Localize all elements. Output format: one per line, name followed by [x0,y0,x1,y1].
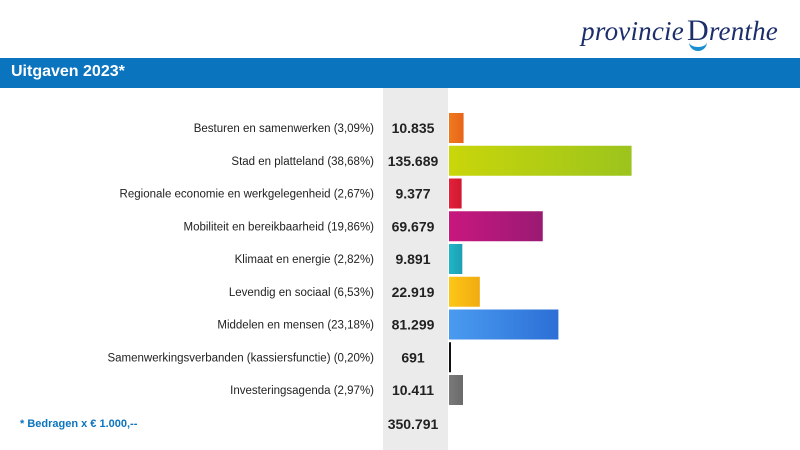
footnote: * Bedragen x € 1.000,-- [20,418,138,430]
value-label: 69.679 [392,218,435,234]
bar [449,244,463,274]
bar [449,211,543,242]
category-label: Mobiliteit en bereikbaarheid (19,86%) [184,221,375,233]
logo-text-prefix: provincie [581,16,684,46]
value-label: 22.919 [392,284,435,300]
bar [449,145,632,176]
header-bar: Uitgaven 2023* [0,58,800,88]
category-label: Regionale economie en werkgelegenheid (2… [120,189,375,201]
total-value: 350.791 [387,416,439,432]
category-label: Besturen en samenwerken (3,09%) [194,123,374,135]
bar [449,342,451,373]
value-label: 691 [401,349,425,365]
value-column-background [383,88,448,450]
logo-text-rest: renthe [708,16,778,46]
bar [449,178,462,209]
bar [449,375,464,405]
category-label: Levendig en sociaal (6,53%) [229,287,374,299]
bar [449,276,480,307]
bar [449,309,559,340]
value-label: 10.835 [392,120,435,136]
value-label: 9.377 [395,186,430,202]
value-label: 135.689 [388,153,439,169]
category-label: Samenwerkingsverbanden (kassiersfunctie)… [107,352,374,364]
value-label: 9.891 [395,251,430,267]
category-label: Middelen en mensen (23,18%) [217,320,374,332]
value-label: 81.299 [392,317,435,333]
category-label: Klimaat en energie (2,82%) [235,254,375,266]
province-logo: provincie D renthe [581,14,778,51]
logo-initial: D [686,14,709,51]
page-title: Uitgaven 2023* [11,63,125,80]
category-label: Stad en platteland (38,68%) [231,156,374,168]
category-label: Investeringsagenda (2,97%) [230,385,374,397]
bar [449,113,464,143]
value-label: 10.411 [392,382,434,398]
